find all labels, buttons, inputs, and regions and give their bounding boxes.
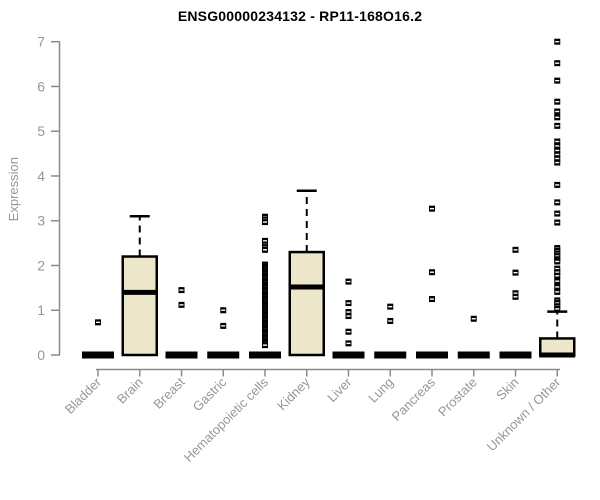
y-tick-label: 0 bbox=[37, 347, 45, 363]
y-tick-label: 7 bbox=[37, 34, 45, 50]
box bbox=[121, 255, 158, 357]
y-tick-label: 4 bbox=[37, 168, 45, 184]
flat-box bbox=[165, 351, 198, 359]
chart-title: ENSG00000234132 - RP11-168O16.2 bbox=[177, 8, 423, 24]
x-tick-label: Skin bbox=[493, 375, 521, 403]
flat-box bbox=[374, 351, 407, 359]
y-tick-label: 2 bbox=[37, 257, 45, 273]
flat-box bbox=[332, 351, 365, 359]
flat-box bbox=[82, 351, 114, 359]
y-tick-label: 5 bbox=[37, 123, 45, 139]
flat-box bbox=[249, 351, 281, 359]
flat-box bbox=[499, 351, 532, 359]
x-tick-label: Gastric bbox=[190, 374, 230, 414]
x-tick-label: Liver bbox=[324, 374, 355, 405]
x-tick-label: Unknown / Other bbox=[484, 374, 564, 454]
flat-box bbox=[416, 351, 448, 359]
x-tick-label: Brain bbox=[114, 375, 146, 407]
x-tick-label: Bladder bbox=[62, 374, 105, 417]
y-tick-label: 3 bbox=[37, 213, 45, 229]
x-tick-label: Kidney bbox=[274, 374, 313, 413]
box bbox=[288, 250, 325, 357]
x-tick-label: Prostate bbox=[435, 375, 480, 420]
flat-box bbox=[457, 351, 490, 359]
x-tick-label: Breast bbox=[150, 374, 187, 411]
x-tick-label: Lung bbox=[365, 375, 396, 406]
y-tick-label: 6 bbox=[37, 78, 45, 94]
x-tick-label: Pancreas bbox=[389, 374, 439, 424]
y-tick-label: 1 bbox=[37, 302, 45, 318]
flat-box bbox=[207, 351, 240, 359]
